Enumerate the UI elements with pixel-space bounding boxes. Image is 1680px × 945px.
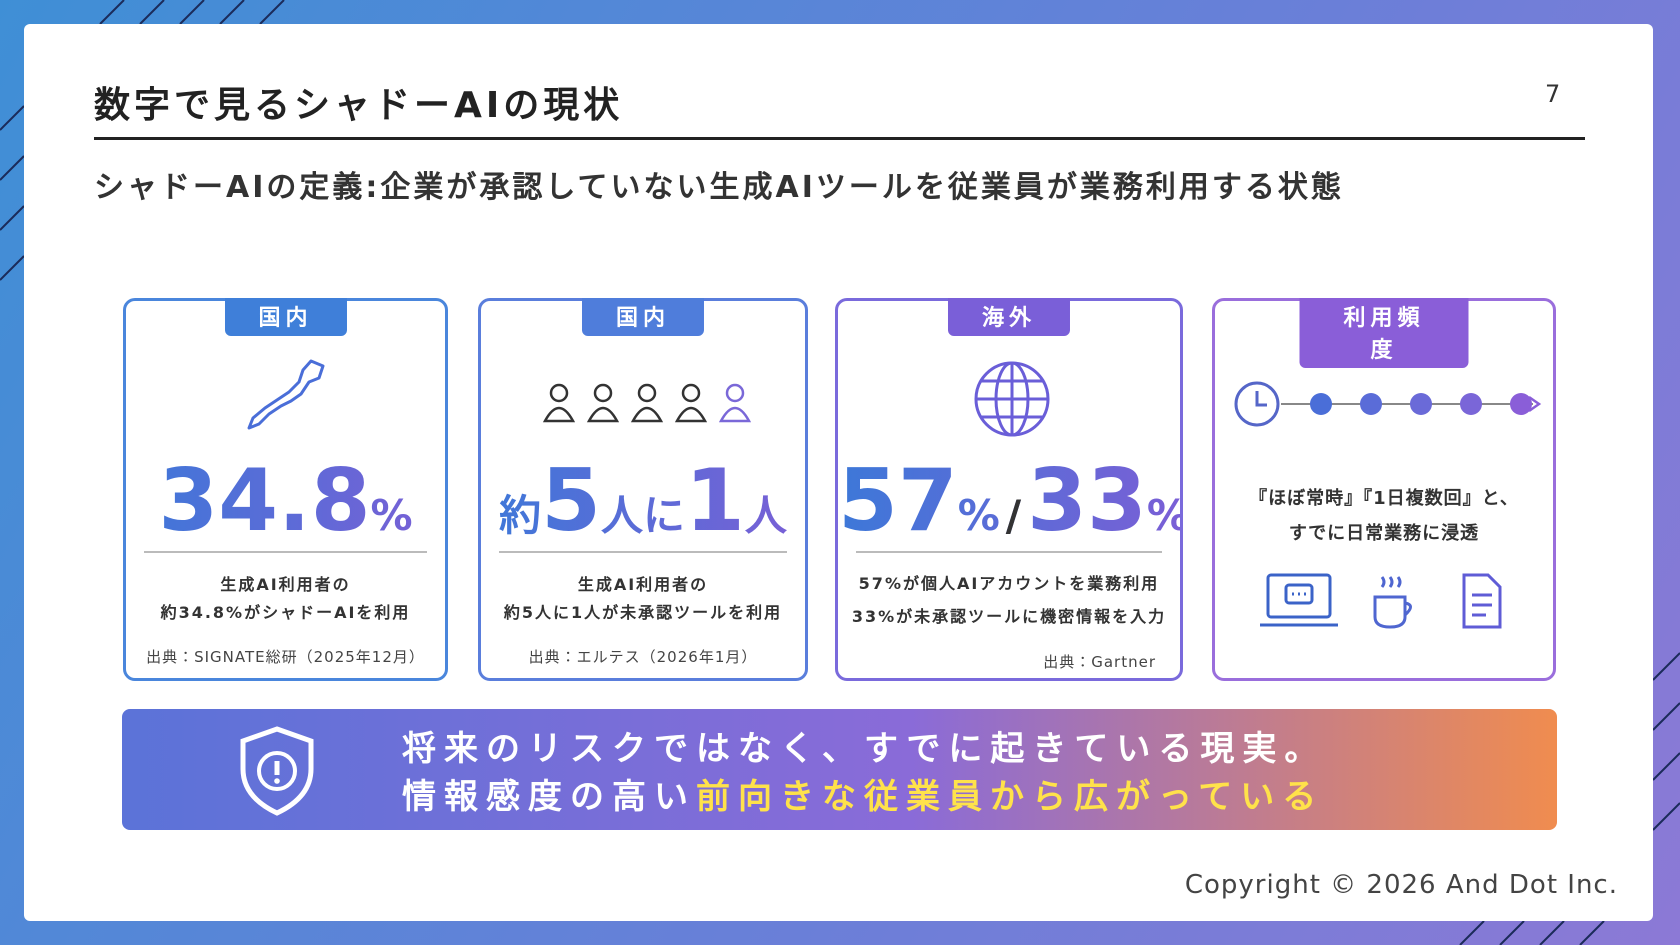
globe-icon [974, 361, 1050, 437]
subtitle: シャドーAIの定義:企業が承認していない生成AIツールを従業員が業務利用する状態 [94, 170, 1344, 205]
text: 33 [1027, 451, 1147, 551]
banner-line: 将来のリスクではなく、すでに起きている現実。 [402, 729, 1327, 769]
text: 約 [499, 491, 542, 540]
slide-title: 数字で見るシャドーAIの現状 [94, 85, 624, 126]
card-tag: 国内 [224, 298, 347, 336]
shield-icon [240, 726, 314, 816]
banner-line: 情報感度の高い前向きな従業員から広がっている [402, 769, 1324, 818]
card-description: 57%が個人AIアカウントを業務利用 33%が未承認ツールに機密情報を入力 [838, 567, 1180, 633]
page-number: 7 [1545, 80, 1561, 108]
divider [144, 551, 427, 553]
card-tag: 国内 [581, 298, 705, 336]
text: 5 [541, 451, 601, 551]
card-source: 出典：SIGNATE総研（2025年12月） [146, 648, 425, 666]
card-description: 生成AI利用者の約34.8%がシャドーAIを利用 [126, 571, 445, 627]
text: 約5人に1人が未承認ツールを利用 [503, 603, 783, 622]
stat-card: 海外 57%/33% 57%が個人AIアカウントを業務利用 33%が未承認ツールに… [835, 298, 1183, 681]
card-source: 出典：Gartner [1043, 653, 1156, 671]
divider [499, 551, 787, 553]
timeline-icon [1234, 381, 1542, 427]
people-icon [542, 383, 751, 423]
banner-highlight: 前向きな従業員から広がっている [696, 777, 1325, 817]
text: / [1005, 491, 1022, 540]
text: % [957, 491, 1000, 540]
text: 人に [600, 491, 685, 540]
text: 生成AI利用者の [220, 575, 351, 594]
big-figure: 34.8% [126, 451, 445, 551]
text: 約34.8%がシャドーAIを利用 [160, 603, 411, 622]
stat-card: 国内 34.8% 生成AI利用者の約34.8%がシャドーAIを利用 出典：SIG… [123, 298, 448, 681]
message-banner: 将来のリスクではなく、すでに起きている現実。 情報感度の高い前向きな従業員から広… [122, 709, 1557, 830]
card-description: 生成AI利用者の約5人に1人が未承認ツールを利用 [481, 571, 805, 627]
text: 34.8 [158, 451, 371, 551]
text: 人 [744, 491, 787, 540]
text: 『ほぼ常時』『1日複数回』と、 [1249, 488, 1519, 509]
japan-map-icon [247, 359, 325, 430]
work-icons [1260, 573, 1502, 629]
text: 57 [838, 451, 958, 551]
text: 57%が個人AIアカウントを業務利用 [858, 574, 1160, 593]
text: % [370, 491, 413, 540]
big-figure: 約5人に1人 [481, 451, 805, 551]
card-tag: 海外 [947, 298, 1071, 336]
copyright: Copyright © 2026 And Dot Inc. [1184, 870, 1618, 900]
title-rule [94, 137, 1585, 140]
text: 1 [685, 451, 745, 551]
banner-text: 情報感度の高い [402, 777, 696, 817]
text: すでに日常業務に浸透 [1288, 523, 1480, 544]
card-description: 『ほぼ常時』『1日複数回』と、 すでに日常業務に浸透 [1215, 481, 1553, 551]
card-source: 出典：エルテス（2026年1月） [528, 648, 758, 666]
stat-card: 利用頻度 『ほぼ常時』『1日複数回』と、 すでに日常業務に浸透 [1212, 298, 1556, 681]
stat-card: 国内 約5人に1人 生成AI利用者の約5人に1人が未承認ツールを利用 出典：エル… [478, 298, 808, 681]
card-tag: 利用頻度 [1299, 298, 1469, 368]
divider [856, 551, 1162, 553]
text: 生成AI利用者の [577, 575, 709, 594]
text: 33%が未承認ツールに機密情報を入力 [851, 607, 1167, 626]
text: % [1146, 491, 1189, 540]
big-figure: 57%/33% [838, 451, 1180, 551]
